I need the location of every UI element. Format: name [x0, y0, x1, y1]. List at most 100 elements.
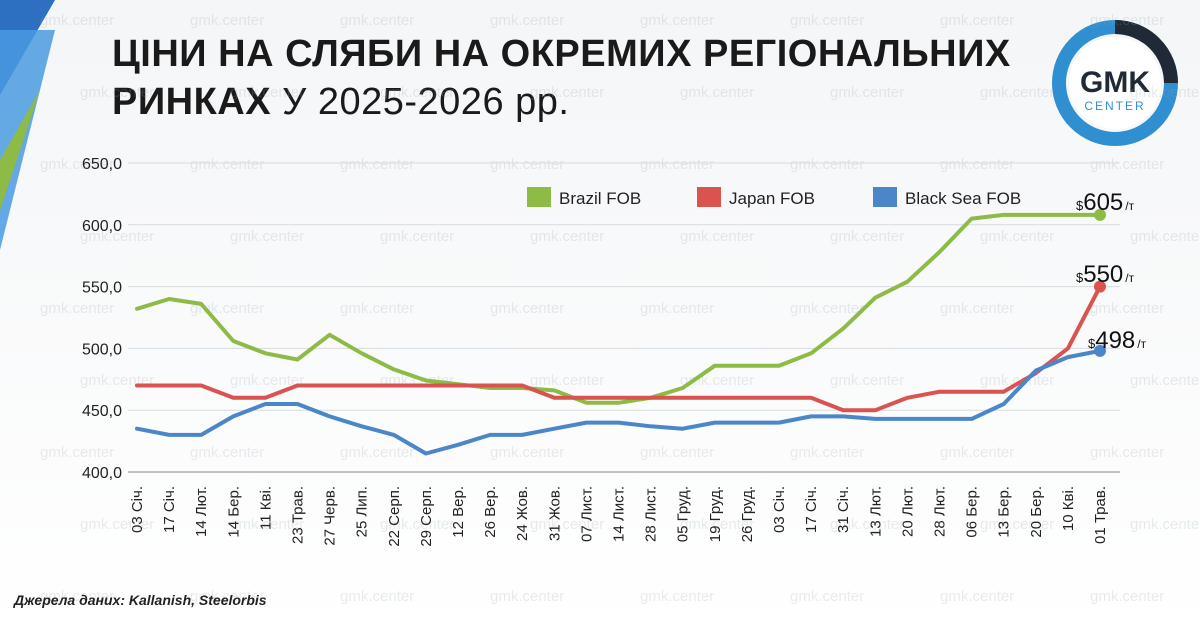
x-tick-label: 05 Груд. — [675, 486, 692, 542]
watermark-text: gmk.center — [380, 84, 454, 101]
series-line-2 — [135, 284, 1102, 413]
end-value-currency: $ — [1076, 270, 1084, 285]
logo-text-top: GMK — [1080, 66, 1150, 99]
end-value-unit: /т — [1125, 199, 1134, 213]
watermark-layer: gmk.center gmk.center gmk.center gmk.center… — [40, 12, 1200, 605]
source-note: Джерела даних: Kallanish, Steelorbis — [14, 592, 267, 608]
watermark-text: gmk.center — [940, 12, 1014, 29]
watermark-text: gmk.center — [790, 156, 864, 173]
watermark-text: gmk.center — [40, 12, 114, 29]
watermark-text: gmk.center — [490, 12, 564, 29]
end-value-currency: $ — [1088, 336, 1096, 351]
x-tick-label: 14 Бер. — [225, 486, 242, 538]
legend-swatch — [697, 187, 721, 207]
watermark-text: gmk.center — [490, 588, 564, 605]
x-tick-label: 26 Вер. — [482, 486, 499, 538]
y-tick-label: 400,0 — [82, 465, 122, 482]
watermark-text: gmk.center — [80, 84, 154, 101]
watermark-text: gmk.center — [80, 228, 154, 245]
watermark-text: gmk.center — [680, 516, 754, 533]
watermark-text: gmk.center — [40, 156, 114, 173]
watermark-text: gmk.center — [1090, 12, 1164, 29]
y-tick-label: 500,0 — [82, 341, 122, 358]
legend-label: Japan FOB — [729, 189, 815, 208]
watermark-text: gmk.center — [230, 516, 304, 533]
end-value-number: 605 — [1083, 189, 1123, 216]
watermark-text: gmk.center — [790, 444, 864, 461]
watermark-text: gmk.center — [1130, 516, 1200, 533]
watermark-text: gmk.center — [1130, 372, 1200, 389]
watermark-text: gmk.center — [40, 300, 114, 317]
watermark-text: gmk.center — [530, 84, 604, 101]
logo-ring-dark — [1114, 20, 1178, 84]
watermark-text: gmk.center — [1090, 588, 1164, 605]
x-tick-label: 29 Серп. — [418, 486, 435, 547]
x-tick-label: 14 Лист. — [611, 486, 628, 542]
watermark-text: gmk.center — [40, 588, 114, 605]
watermark-text: gmk.center — [790, 588, 864, 605]
watermark-text: gmk.center — [640, 156, 714, 173]
watermark-text: gmk.center — [940, 300, 1014, 317]
logo-center — [1069, 37, 1161, 129]
watermark-text: gmk.center — [340, 156, 414, 173]
series-end-point-3 — [1094, 344, 1106, 357]
watermark-text: gmk.center — [380, 516, 454, 533]
watermark-text: gmk.center — [530, 228, 604, 245]
watermark-text: gmk.center — [40, 444, 114, 461]
series-line-3 — [135, 348, 1102, 456]
watermark-text: gmk.center — [640, 444, 714, 461]
end-value-label: $498/т — [1088, 327, 1147, 354]
watermark-text: gmk.center — [190, 156, 264, 173]
end-value-unit: /т — [1125, 271, 1134, 285]
watermark-text: gmk.center — [640, 12, 714, 29]
series-line-1 — [135, 212, 1102, 405]
x-tick-label: 06 Бер. — [964, 486, 981, 538]
watermark-text: gmk.center — [230, 228, 304, 245]
x-tick-label: 07 Лист. — [578, 486, 595, 542]
x-tick-label: 12 Вер. — [450, 486, 467, 538]
watermark-text: gmk.center — [830, 84, 904, 101]
x-tick-label: 31 Жов. — [546, 486, 563, 541]
watermark-text: gmk.center — [680, 228, 754, 245]
watermark-text: gmk.center — [380, 228, 454, 245]
y-tick-label: 600,0 — [82, 218, 122, 235]
series-end-point-1 — [1094, 208, 1106, 221]
watermark-text: gmk.center — [190, 444, 264, 461]
watermark-text: gmk.center — [230, 372, 304, 389]
watermark-text: gmk.center — [680, 84, 754, 101]
end-value-number: 498 — [1095, 327, 1135, 354]
legend-label: Brazil FOB — [559, 189, 641, 208]
x-tick-label: 14 Лют. — [193, 486, 210, 537]
watermark-text: gmk.center — [340, 588, 414, 605]
x-tick-label: 26 Груд. — [739, 486, 756, 542]
watermark-text: gmk.center — [830, 516, 904, 533]
x-tick-label: 03 Січ. — [771, 486, 788, 533]
watermark-text: gmk.center — [830, 372, 904, 389]
watermark-text: gmk.center — [1130, 84, 1200, 101]
watermark-text: gmk.center — [980, 84, 1054, 101]
x-tick-label: 27 Черв. — [322, 486, 339, 546]
watermark-text: gmk.center — [940, 588, 1014, 605]
watermark-text: gmk.center — [530, 372, 604, 389]
page-title: ЦІНИ НА СЛЯБИ НА ОКРЕМИХ РЕГІОНАЛЬНИХ РИ… — [112, 30, 1012, 126]
watermark-text: gmk.center — [940, 156, 1014, 173]
x-tick-label: 11 Кві. — [257, 486, 274, 530]
deco-stripe-green — [0, 90, 40, 210]
x-tick-label: 19 Груд. — [707, 486, 724, 542]
x-tick-label: 28 Лют. — [932, 486, 949, 537]
watermark-text: gmk.center — [190, 588, 264, 605]
end-value-label: $550/т — [1076, 261, 1135, 288]
watermark-text: gmk.center — [80, 516, 154, 533]
end-value-label: $605/т — [1076, 189, 1135, 216]
watermark-text: gmk.center — [640, 300, 714, 317]
end-value-currency: $ — [1076, 198, 1084, 213]
watermark-text: gmk.center — [340, 300, 414, 317]
x-tick-label: 20 Лют. — [899, 486, 916, 537]
y-tick-label: 550,0 — [82, 280, 122, 297]
watermark-text: gmk.center — [490, 444, 564, 461]
watermark-text: gmk.center — [1090, 156, 1164, 173]
watermark-text: gmk.center — [230, 84, 304, 101]
watermark-text: gmk.center — [980, 372, 1054, 389]
